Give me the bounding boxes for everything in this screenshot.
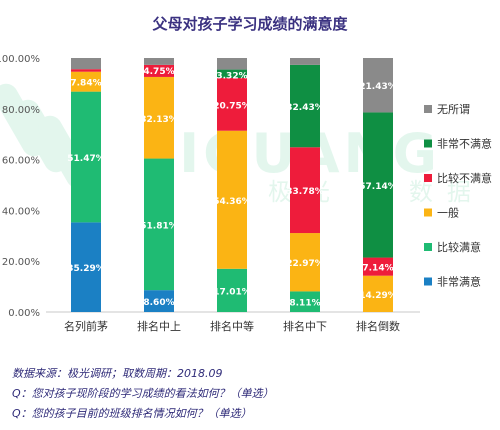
data-label: 20.75% [213, 101, 251, 111]
chart-title: 父母对孩子学习成绩的满意度 [152, 15, 348, 33]
y-tick-label: 60.00% [2, 156, 40, 167]
bar-segment [217, 130, 247, 269]
footnotes: 数据来源：极光调研；取数周期：2018.09 Q：您对孩子现阶段的学习成绩的看法… [12, 364, 492, 424]
data-label: 54.36% [213, 197, 251, 207]
bar-segment [363, 112, 393, 258]
x-tick-label: 排名中下 [283, 319, 327, 333]
y-tick-label: 100.00% [0, 54, 40, 65]
data-source-note: 数据来源：极光调研；取数周期：2018.09 [12, 367, 223, 380]
data-label: 21.43% [359, 82, 397, 92]
y-tick-label: 0.00% [8, 308, 40, 319]
bar-segment [144, 58, 174, 65]
x-tick-label: 名列前茅 [64, 319, 108, 333]
data-label: 32.43% [286, 103, 324, 113]
legend-label: 比较不满意 [437, 171, 492, 185]
bar-segment [217, 78, 247, 131]
y-axis: 0.00% 20.00% 40.00% 60.00% 80.00% 100.00% [0, 54, 40, 319]
legend-swatch [424, 105, 432, 113]
bar-segment [71, 69, 101, 72]
bar-segment [290, 58, 320, 65]
data-label: 7.14% [362, 264, 393, 274]
bar-segment [290, 291, 320, 312]
y-tick-label: 40.00% [2, 206, 40, 217]
data-label: 4.75% [143, 67, 174, 77]
bar-segment [144, 158, 174, 291]
legend-swatch [424, 277, 432, 286]
bar-segment [290, 233, 320, 292]
x-axis: 名列前茅 排名中上 排名中等 排名中下 排名倒数 [64, 319, 400, 333]
y-tick-label: 20.00% [2, 257, 40, 268]
data-label: 32.13% [140, 115, 178, 125]
data-label: 22.97% [286, 259, 324, 269]
bar-segment [217, 58, 247, 70]
legend-swatch [424, 139, 432, 148]
bar-segment [363, 58, 393, 113]
bar-segment [144, 290, 174, 312]
bars-group [71, 58, 393, 312]
legend-label: 比较满意 [437, 240, 481, 254]
legend-label: 无所谓 [437, 103, 470, 116]
data-label: 8.60% [143, 298, 174, 308]
legend-label: 非常不满意 [437, 137, 492, 151]
x-tick-label: 排名倒数 [356, 319, 400, 333]
bar-segment [71, 71, 101, 92]
data-label: 35.29% [67, 264, 105, 274]
bar-segment [217, 268, 247, 312]
data-label: 17.01% [213, 287, 251, 297]
question-2-note: Q：您的孩子目前的班级排名情况如何？（单选） [12, 407, 252, 420]
data-label: 8.11% [289, 299, 320, 309]
bar-segment [363, 257, 393, 276]
legend-swatch [424, 208, 432, 217]
legend-label: 非常满意 [437, 275, 481, 289]
data-label: 33.78% [286, 187, 324, 197]
bar-segment [363, 275, 393, 312]
data-label: 51.47% [67, 154, 105, 164]
bar-segment [290, 64, 320, 148]
bar-segment [71, 91, 101, 223]
data-label: 3.32% [216, 72, 247, 82]
legend-swatch [424, 174, 432, 182]
bar-segment [144, 76, 174, 159]
data-label: 14.29% [359, 291, 397, 301]
x-tick-label: 排名中上 [137, 319, 181, 333]
y-tick-label: 80.00% [2, 105, 40, 116]
bar-segment [71, 222, 101, 312]
question-1-note: Q：您对孩子现阶段的学习成绩的看法如何？（单选） [12, 387, 274, 400]
data-label: 7.84% [70, 79, 101, 89]
data-label: 51.81% [140, 221, 178, 231]
bar-segment [290, 147, 320, 234]
x-tick-label: 排名中等 [210, 319, 254, 333]
legend-label: 一般 [437, 207, 459, 220]
bar-labels-group: 35.29% 51.47% 7.84% 8.60% 51.81% 32.13% 4.75% 1… [67, 67, 397, 309]
legend-swatch [424, 243, 432, 251]
data-label: 57.14% [359, 182, 397, 192]
bar-segment [144, 64, 174, 77]
bar-segment [71, 58, 101, 70]
bar-segment [217, 69, 247, 79]
